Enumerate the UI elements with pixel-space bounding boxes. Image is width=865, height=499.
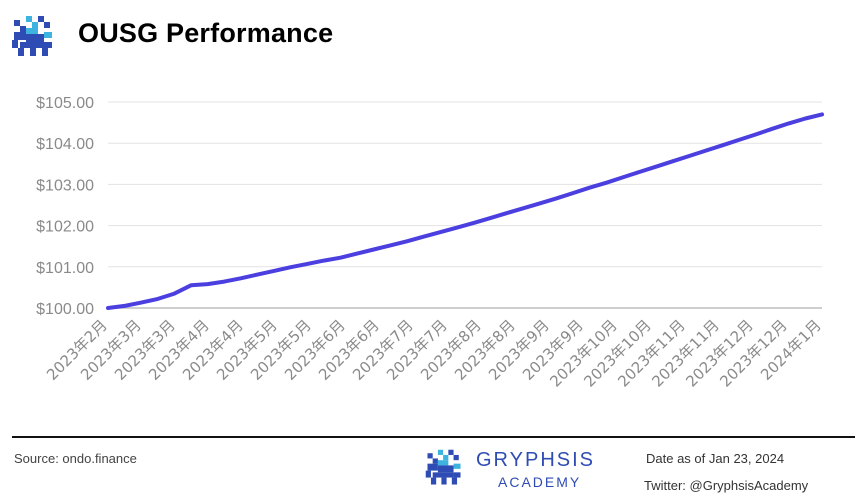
date-note: Date as of Jan 23, 2024 <box>646 451 785 466</box>
brand-subtitle: ACADEMY <box>498 474 582 490</box>
y-tick-label: $103.00 <box>36 177 94 194</box>
y-tick-label: $104.00 <box>36 136 94 153</box>
twitter-handle: Twitter: @GryphsisAcademy <box>644 478 809 493</box>
y-tick-label: $100.00 <box>36 301 94 318</box>
footer-divider <box>12 436 855 438</box>
x-axis-tick-labels: 2023年2月2023年3月2023年3月2023年4月2023年4月2023年… <box>43 316 825 390</box>
series-line <box>106 112 824 310</box>
gryphon-icon <box>425 449 461 485</box>
page-title: OUSG Performance <box>78 18 334 48</box>
chart-gridlines <box>108 101 822 309</box>
y-tick-label: $101.00 <box>36 260 94 277</box>
y-axis-tick-labels: $100.00 $101.00 $102.00 $103.00 $104.00 $105.… <box>36 95 94 318</box>
source-note: Source: ondo.finance <box>14 451 137 466</box>
brand-name: GRYPHSIS <box>476 449 595 471</box>
y-tick-label: $105.00 <box>36 95 94 112</box>
gryphon-icon <box>12 16 52 56</box>
line-chart: $100.00 $101.00 $102.00 $103.00 $104.00 $105.… <box>36 95 825 391</box>
y-tick-label: $102.00 <box>36 219 94 236</box>
